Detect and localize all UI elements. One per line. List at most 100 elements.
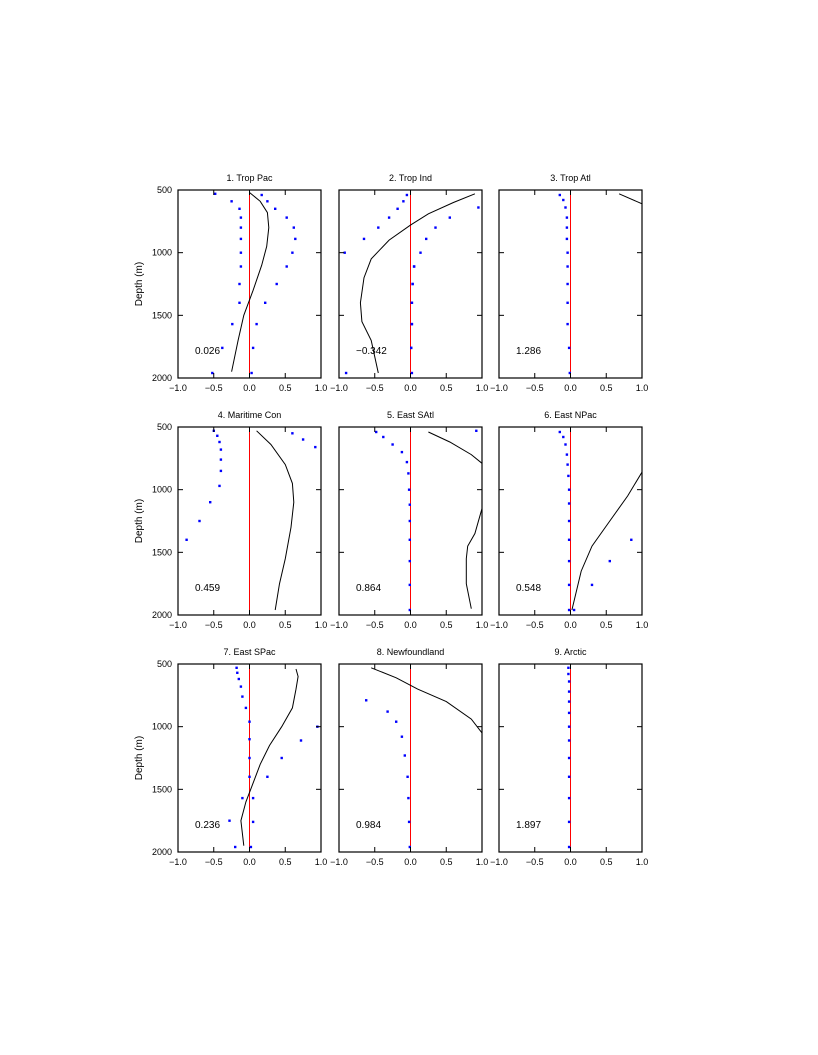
data-point	[567, 756, 571, 760]
data-point	[230, 200, 233, 203]
data-point	[234, 845, 237, 849]
x-tick-label: 0.5	[600, 857, 613, 867]
data-point	[568, 371, 571, 375]
data-point	[362, 237, 366, 241]
x-tick-label: 1.0	[476, 620, 489, 630]
data-point	[567, 608, 571, 612]
data-point	[565, 226, 569, 229]
panel-stat: 0.984	[356, 820, 381, 831]
panel-stat: −0.342	[356, 346, 387, 357]
data-point	[185, 538, 188, 541]
y-tick-label: 1500	[152, 310, 172, 320]
data-point	[299, 739, 303, 742]
data-point	[235, 666, 238, 669]
data-point	[410, 346, 413, 350]
x-tick-label: −0.5	[205, 857, 223, 867]
data-point	[314, 445, 317, 449]
data-point	[291, 432, 294, 435]
data-point	[239, 251, 243, 254]
data-point	[562, 435, 565, 439]
data-point	[408, 538, 411, 541]
data-point	[567, 538, 571, 541]
x-tick-label: 0.5	[600, 383, 613, 393]
y-tick-label: 2000	[152, 373, 172, 383]
x-tick-label: 0.5	[600, 620, 613, 630]
data-point	[291, 251, 294, 254]
data-point	[285, 216, 288, 219]
data-point	[377, 226, 380, 229]
data-point	[566, 463, 569, 466]
data-point	[630, 538, 633, 541]
data-point	[408, 608, 411, 612]
x-tick-label: −0.5	[205, 620, 223, 630]
data-point	[239, 216, 243, 219]
data-point	[407, 820, 411, 824]
panel-4: 4. Maritime Con −1.0 −0.5 0.0 0.5 1.0 500 1000 1…	[134, 410, 327, 630]
data-point	[412, 265, 416, 268]
panel-title: 4. Maritime Con	[218, 410, 282, 420]
y-tick-label: 2000	[152, 847, 172, 857]
data-point	[238, 282, 241, 286]
data-point	[567, 672, 570, 676]
panel-title: 8. Newfoundland	[377, 647, 445, 657]
x-tick-label: −1.0	[490, 620, 508, 630]
data-point	[567, 346, 571, 350]
x-tick-label: −0.5	[526, 857, 544, 867]
x-tick-label: 1.0	[636, 857, 649, 867]
data-point	[567, 700, 571, 703]
data-point	[566, 282, 569, 286]
data-point	[260, 193, 263, 197]
y-axis-label: Depth (m)	[134, 262, 145, 306]
x-tick-label: −1.0	[330, 857, 348, 867]
panel-title: 9. Arctic	[554, 647, 587, 657]
data-point	[475, 429, 478, 432]
x-tick-label: 0.5	[440, 857, 453, 867]
data-point	[391, 443, 394, 446]
data-point	[239, 265, 243, 268]
data-point	[566, 301, 569, 304]
panel-title: 2. Trop Ind	[389, 173, 432, 183]
data-point	[238, 207, 241, 210]
data-point	[343, 251, 346, 254]
data-point	[400, 450, 404, 454]
data-point	[301, 438, 305, 441]
data-point	[558, 430, 561, 434]
data-point	[387, 216, 391, 219]
data-point	[248, 775, 251, 778]
data-point	[396, 207, 399, 210]
y-tick-label: 2000	[152, 610, 172, 620]
data-point	[405, 460, 409, 464]
x-tick-label: −0.5	[366, 620, 384, 630]
data-point	[567, 583, 571, 587]
data-point	[285, 265, 288, 268]
x-tick-label: 1.0	[636, 383, 649, 393]
data-point	[567, 845, 571, 849]
profile-curve	[371, 667, 482, 734]
data-point	[238, 301, 241, 304]
data-point	[231, 322, 234, 326]
profile-curve	[618, 193, 642, 205]
data-point	[567, 474, 570, 478]
data-point	[221, 346, 224, 350]
data-point	[255, 322, 258, 326]
panel-stat: 0.864	[356, 583, 381, 594]
data-point	[239, 237, 243, 241]
data-point	[567, 488, 571, 491]
x-tick-label: 0.0	[243, 383, 256, 393]
data-point	[248, 720, 251, 723]
x-tick-label: 1.0	[476, 383, 489, 393]
x-tick-label: 1.0	[636, 620, 649, 630]
data-point	[375, 430, 378, 434]
x-tick-label: 1.0	[476, 857, 489, 867]
data-point	[382, 435, 385, 439]
x-tick-label: −1.0	[169, 620, 187, 630]
y-axis-label: Depth (m)	[134, 499, 145, 543]
data-point	[608, 559, 611, 563]
data-point	[567, 796, 571, 800]
data-point	[567, 820, 571, 824]
data-point	[344, 371, 348, 375]
data-point	[241, 796, 244, 800]
data-point	[405, 193, 409, 197]
data-point	[218, 484, 221, 488]
data-point	[567, 739, 571, 742]
